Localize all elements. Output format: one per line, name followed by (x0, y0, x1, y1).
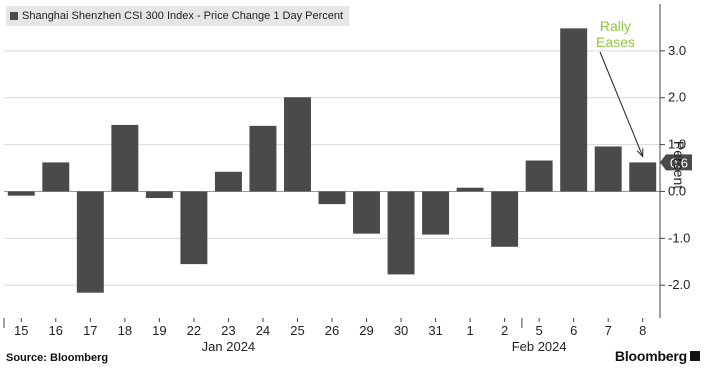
legend-swatch (10, 12, 18, 20)
bar-29 (353, 191, 380, 234)
x-tick-label: 24 (256, 323, 270, 338)
bar-15 (7, 191, 35, 196)
annotation-arrow-line (599, 51, 644, 157)
y-axis-label: Percent (671, 140, 687, 190)
annotation-arrow-head (636, 148, 644, 158)
source-note: Source: Bloomberg (6, 352, 109, 364)
x-tick-label: 31 (428, 323, 442, 338)
x-tick-label: 26 (325, 323, 339, 338)
bar-30 (387, 191, 415, 275)
y-tick-label: 0.0 (668, 183, 686, 198)
bar-1 (456, 187, 484, 192)
bar-26 (318, 191, 346, 205)
bar-6 (560, 28, 588, 192)
bar-25 (284, 97, 311, 192)
month-label: Jan 2024 (202, 339, 256, 354)
bar-5 (525, 160, 553, 192)
bar-17 (76, 191, 104, 293)
x-tick-label: 7 (605, 323, 612, 338)
x-tick-label: 5 (536, 323, 543, 338)
chart-title: Shanghai Shenzhen CSI 300 Index - Price … (22, 10, 344, 22)
month-label: Feb 2024 (512, 339, 567, 354)
y-tick-label: 1.0 (668, 137, 686, 152)
x-tick-label: 29 (359, 323, 373, 338)
brand-mark-icon (690, 351, 700, 361)
y-tick-label: -2.0 (668, 277, 690, 292)
annotation-line-1: Rally (599, 18, 632, 34)
x-tick-label: 23 (221, 323, 235, 338)
bar-31 (422, 191, 450, 235)
bar-16 (42, 162, 70, 192)
x-tick-label: 8 (639, 323, 646, 338)
annotation-text: Rally Eases (596, 18, 635, 50)
x-tick-label: 15 (14, 323, 28, 338)
x-tick-label: 6 (570, 323, 577, 338)
x-tick-label: 18 (118, 323, 132, 338)
bar-19 (145, 191, 173, 199)
annotation-line-2: Eases (596, 34, 635, 50)
bar-2 (491, 191, 519, 247)
y-tick-label: 2.0 (668, 90, 686, 105)
y-tick-label: 3.0 (668, 43, 686, 58)
x-tick-label: 17 (83, 323, 97, 338)
bar-22 (180, 191, 208, 265)
x-tick-label: 19 (152, 323, 166, 338)
bar-7 (594, 146, 622, 192)
x-tick-label: 25 (290, 323, 304, 338)
legend: Shanghai Shenzhen CSI 300 Index - Price … (6, 6, 350, 26)
last-value-marker (660, 154, 692, 171)
bar-8 (629, 162, 657, 192)
brand-name: Bloomberg (614, 348, 687, 364)
y-tick-label: -1.0 (668, 230, 690, 245)
brand-logo: Bloomberg (615, 348, 700, 364)
bar-24 (249, 125, 277, 192)
x-tick-label: 16 (49, 323, 63, 338)
bar-23 (214, 171, 242, 192)
x-tick-label: 2 (501, 323, 508, 338)
x-tick-label: 1 (466, 323, 473, 338)
x-tick-label: 22 (187, 323, 201, 338)
bar-18 (111, 124, 139, 192)
x-tick-label: 30 (394, 323, 408, 338)
last-value-label: 0.6 (670, 155, 688, 170)
